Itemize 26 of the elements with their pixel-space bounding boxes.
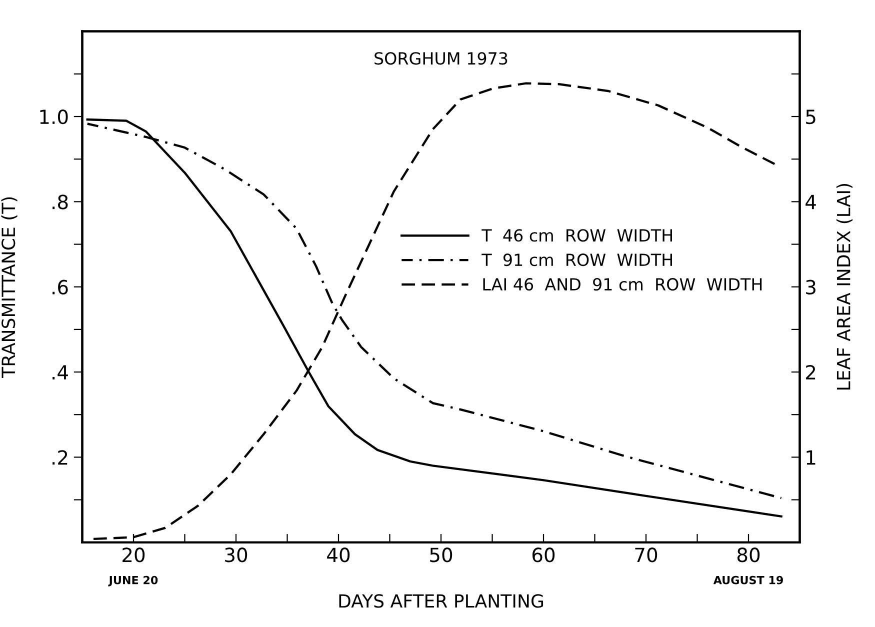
- legend-label: T 91 cm ROW WIDTH: [482, 254, 672, 266]
- y2-tick-label: 1: [806, 450, 816, 465]
- legend-label: T 46 cm ROW WIDTH: [482, 229, 672, 242]
- y-tick-label: .2: [52, 450, 68, 465]
- x-tick-label: 60: [532, 548, 555, 562]
- y-tick-label: 1.0: [40, 109, 68, 124]
- y2-tick-label: 2: [806, 364, 816, 380]
- y2-tick-label: 3: [806, 280, 816, 295]
- text: JUNE 20: [108, 576, 158, 586]
- x-tick-label: 80: [737, 548, 760, 562]
- y-tick-label: .6: [52, 280, 68, 295]
- y2-tick-label: 4: [806, 194, 816, 210]
- y-tick-label: .8: [52, 194, 68, 210]
- x-axis-title: DAYS AFTER PLANTING: [339, 594, 544, 608]
- x-tick-label: 70: [635, 548, 658, 562]
- x-tick-label: 30: [225, 548, 248, 562]
- y2-tick-label: 5: [806, 110, 816, 124]
- text: SORGHUM 1973: [374, 52, 508, 65]
- legend-label: LAI 46 AND 91 cm ROW WIDTH: [483, 278, 762, 291]
- x-tick-label: 50: [430, 548, 452, 562]
- y-tick-label: .4: [52, 365, 68, 380]
- x-tick-label: 40: [327, 548, 350, 562]
- text: AUGUST 19: [713, 576, 783, 584]
- y-axis-title: TRANSMITTANCE (T): [1, 197, 18, 378]
- x-tick-label: 20: [122, 548, 145, 562]
- y2-axis-title: LEAF AREA INDEX (LAI): [836, 184, 853, 390]
